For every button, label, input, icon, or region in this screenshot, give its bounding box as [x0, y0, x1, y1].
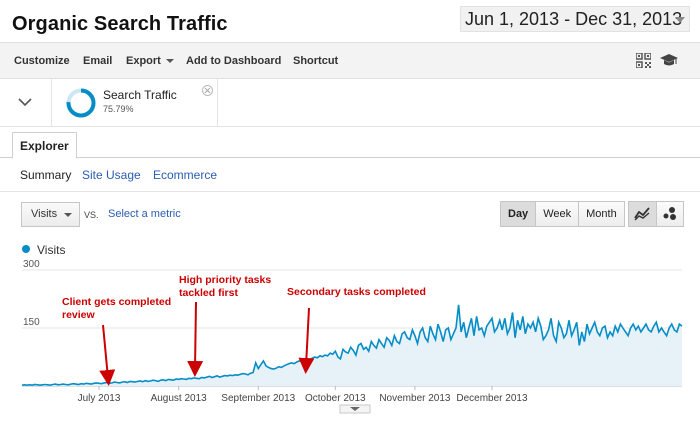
series-area [22, 304, 682, 386]
segment-percent: 75.79% [103, 104, 134, 114]
week-button[interactable]: Week [535, 202, 579, 226]
segment-bar: Search Traffic 75.79% [0, 79, 700, 127]
chevron-down-icon [165, 59, 174, 64]
chart-scroll-handle[interactable] [339, 404, 371, 414]
export-label: Export [126, 55, 161, 67]
series-line [21, 304, 683, 387]
annotation-arrow [187, 301, 204, 377]
y-tick-label: 150 [23, 317, 40, 328]
export-button[interactable]: Export [126, 55, 174, 67]
motion-chart-icon [663, 207, 676, 220]
subtab-summary[interactable]: Summary [20, 168, 72, 182]
date-range-picker[interactable]: Jun 1, 2013 - Dec 31, 2013 [460, 6, 690, 32]
subtab-ecommerce[interactable]: Ecommerce [153, 168, 218, 182]
annotation-label: Client gets completed review [62, 296, 171, 321]
date-separator: - [564, 9, 571, 29]
metric-select[interactable]: Visits [21, 202, 80, 227]
title-bar: Organic Search Traffic Jun 1, 2013 - Dec… [0, 0, 700, 42]
segment-name: Search Traffic [103, 88, 177, 102]
annotation-label: High priority tasks tackled first [179, 274, 271, 299]
add-to-dashboard-button[interactable]: Add to Dashboard [186, 55, 282, 67]
visits-chart: 150 300 July 2013 August 2013 September 201… [21, 259, 683, 414]
explorer-subtabs: Summary Site Usage Ecommerce [0, 158, 700, 192]
legend-swatch [22, 245, 30, 253]
date-granularity-toggle: Day Week Month [500, 201, 625, 227]
day-button[interactable]: Day [501, 202, 536, 226]
annotation-arrow [99, 324, 116, 386]
segment-card[interactable]: Search Traffic 75.79% [52, 79, 218, 127]
x-tick-label: October 2013 [305, 393, 366, 404]
segment-donut-icon [66, 88, 96, 118]
vs-label: VS. [84, 210, 99, 220]
month-button[interactable]: Month [578, 202, 624, 226]
chevron-down-icon [18, 98, 32, 107]
email-button[interactable]: Email [83, 55, 113, 67]
tab-explorer[interactable]: Explorer [12, 132, 77, 159]
line-chart-button[interactable] [629, 202, 656, 226]
x-tick-label: July 2013 [78, 393, 121, 404]
report-toolbar: Customize Email Export Add to Dashboard … [0, 42, 700, 79]
chart-type-toggle [628, 201, 684, 227]
annotation-label: Secondary tasks completed [287, 286, 426, 298]
chart-controls: Visits VS. Select a metric Day Week Mont… [0, 192, 700, 236]
graduation-cap-icon[interactable] [660, 53, 678, 68]
close-icon[interactable] [202, 85, 213, 96]
select-metric-link[interactable]: Select a metric [108, 208, 181, 220]
legend-label: Visits [37, 243, 66, 257]
x-tick-label: August 2013 [151, 393, 208, 404]
motion-chart-button[interactable] [656, 202, 683, 226]
annotation-arrow [298, 307, 315, 374]
subtab-site-usage[interactable]: Site Usage [82, 168, 141, 182]
date-start: Jun 1, 2013 [465, 9, 560, 29]
line-chart-icon [634, 207, 650, 221]
qr-code-icon[interactable] [636, 53, 651, 68]
report-tabs: Explorer [0, 130, 700, 159]
page-title: Organic Search Traffic [12, 13, 228, 35]
segment-toggle[interactable] [0, 79, 52, 127]
x-tick-label: September 2013 [221, 393, 295, 404]
x-tick-label: December 2013 [456, 393, 528, 404]
y-tick-label: 300 [23, 259, 40, 270]
chevron-down-icon [675, 17, 685, 23]
customize-button[interactable]: Customize [14, 55, 70, 67]
metric-select-value: Visits [31, 208, 58, 220]
x-tick-label: November 2013 [379, 393, 451, 404]
chevron-down-icon [64, 213, 72, 217]
shortcut-button[interactable]: Shortcut [293, 55, 339, 67]
date-end: Dec 31, 2013 [575, 9, 683, 29]
